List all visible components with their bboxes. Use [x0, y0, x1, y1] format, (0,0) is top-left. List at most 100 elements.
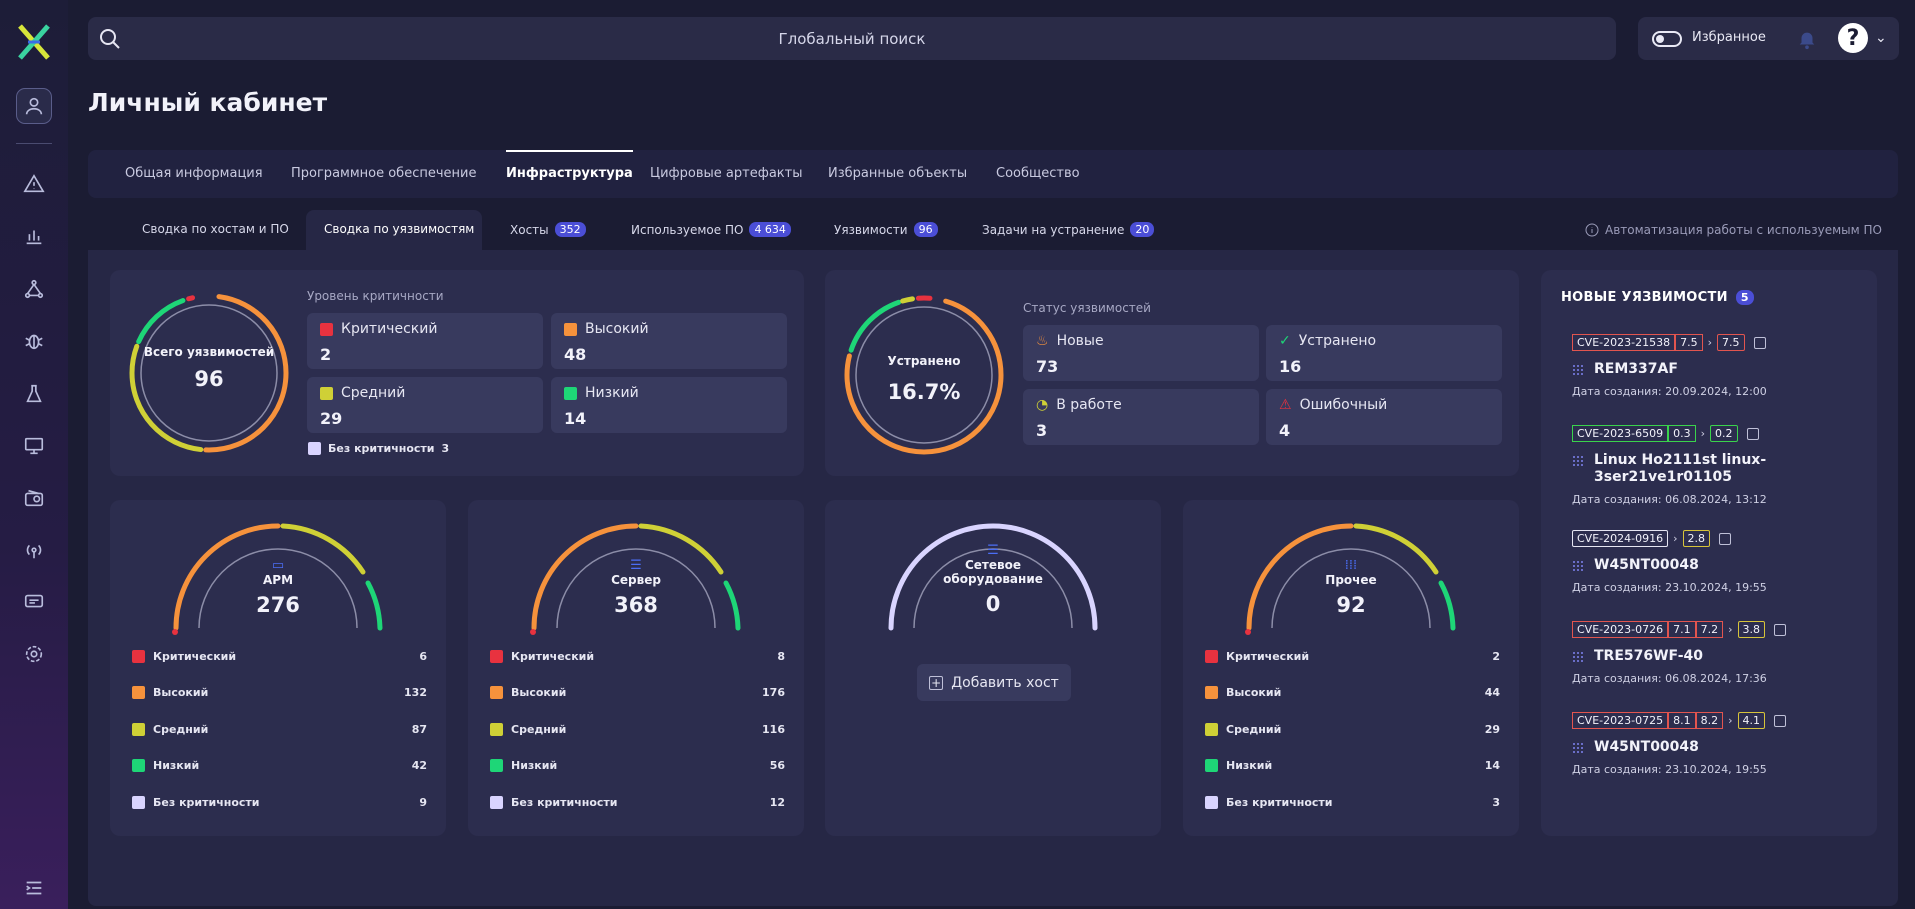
radio-nav-icon[interactable]	[16, 480, 52, 516]
monitor-nav-icon[interactable]	[16, 428, 52, 464]
score-tag: 7.5	[1675, 334, 1703, 351]
box-label: Высокий	[585, 321, 649, 337]
date-prefix: Дата создания:	[1572, 493, 1662, 506]
automation-link[interactable]: Автоматизация работы с используемым ПО	[1585, 223, 1882, 237]
cve-tag[interactable]: CVE-2023-21538	[1572, 334, 1676, 351]
profile-nav-icon[interactable]	[16, 88, 52, 124]
workstations-gauge-center: ▭ АРМ 276	[178, 558, 378, 617]
host-card-other[interactable]: ⁞⁞⁞ Прочее 92 Критический 2 Высокий 44 Сре…	[1183, 500, 1519, 836]
new-vulns-title: НОВЫЕ УЯЗВИМОСТИ 5	[1561, 290, 1754, 305]
status-heading: Статус уязвимостей	[1023, 301, 1151, 315]
subtab-label: Хосты	[510, 222, 549, 237]
host-card-servers[interactable]: ☰ Сервер 368 Критический 8 Высокий 176 Сре…	[468, 500, 804, 836]
copy-icon[interactable]	[1774, 623, 1786, 636]
vuln-host[interactable]: W45NT00048	[1594, 557, 1699, 573]
bug-nav-icon[interactable]	[16, 323, 52, 359]
criticality-box-critical[interactable]: Критический 2	[307, 313, 543, 369]
box-value: 73	[1036, 357, 1059, 376]
box-label: Устранено	[1298, 333, 1377, 349]
favorites-toggle[interactable]	[1652, 31, 1682, 47]
bell-icon[interactable]	[1796, 27, 1818, 51]
tab-digital-artifacts[interactable]: Цифровые артефакты	[650, 166, 803, 181]
tab-community[interactable]: Сообщество	[996, 166, 1080, 181]
count-badge: 20	[1130, 222, 1155, 237]
vuln-item[interactable]: CVE-2023-0725 8.1 8.2 › 4.1 W45NT00048 Дат…	[1572, 712, 1872, 776]
vuln-host[interactable]: W45NT00048	[1594, 739, 1699, 755]
collapse-menu-icon[interactable]	[16, 876, 52, 900]
legend-high: Высокий 132	[132, 683, 427, 703]
chevron-down-icon[interactable]: ⌄	[1875, 30, 1887, 46]
copy-icon[interactable]	[1746, 427, 1759, 440]
subtab-label: Сводка по хостам и ПО	[142, 222, 289, 236]
cve-tag[interactable]: CVE-2024-0916	[1572, 530, 1669, 547]
status-box-in-progress[interactable]: ◔ В работе 3	[1023, 389, 1259, 445]
subtab-vulnerabilities[interactable]: Уязвимости 96	[834, 222, 938, 237]
subtab-used-software[interactable]: Используемое ПО 4 634	[631, 222, 791, 237]
cve-tag[interactable]: CVE-2023-6509	[1572, 425, 1669, 442]
messages-nav-icon[interactable]	[16, 584, 52, 620]
subtab-hosts-summary[interactable]: Сводка по хостам и ПО	[142, 222, 289, 236]
app-logo-icon[interactable]	[14, 22, 54, 62]
score-tag: 0.3	[1668, 425, 1696, 442]
add-host-button[interactable]: + Добавить хост	[917, 664, 1071, 701]
status-box-erroneous[interactable]: ⚠ Ошибочный 4	[1266, 389, 1502, 445]
vuln-host[interactable]: Linux Ho2111st linux-3ser21ve1r01105	[1594, 452, 1767, 485]
subtab-hosts[interactable]: Хосты 352	[510, 222, 586, 237]
tab-infrastructure[interactable]: Инфраструктура	[506, 150, 633, 181]
fire-icon: ♨	[1036, 333, 1049, 349]
criticality-box-low[interactable]: Низкий 14	[551, 377, 787, 433]
subtab-vuln-summary[interactable]: Сводка по уязвимостям	[324, 222, 474, 236]
vuln-date: 23.10.2024, 19:55	[1665, 581, 1767, 594]
progress-icon: ◔	[1036, 397, 1049, 413]
tab-software[interactable]: Программное обеспечение	[291, 166, 477, 181]
cve-tag[interactable]: CVE-2023-0726	[1572, 621, 1669, 638]
host-card-workstations[interactable]: ▭ АРМ 276 Критический 6 Высокий 132 Средни…	[110, 500, 446, 836]
settings-nav-icon[interactable]	[16, 636, 52, 672]
chart-nav-icon[interactable]	[16, 218, 52, 254]
tab-general[interactable]: Общая информация	[125, 166, 263, 181]
automation-link-label: Автоматизация работы с используемым ПО	[1604, 223, 1882, 237]
legend-high: Высокий 176	[490, 683, 785, 703]
vuln-host[interactable]: REM337AF	[1594, 361, 1678, 377]
global-search-input[interactable]: Глобальный поиск	[88, 17, 1616, 60]
criticality-card: Всего уязвимостей 96 Уровень критичности…	[110, 270, 804, 476]
criticality-box-medium[interactable]: Средний 29	[307, 377, 543, 433]
vuln-item[interactable]: CVE-2023-6509 0.3 › 0.2 Linux Ho2111st li…	[1572, 425, 1872, 506]
subtab-label: Используемое ПО	[631, 222, 744, 237]
none-label: Без критичности	[328, 442, 435, 455]
copy-icon[interactable]	[1753, 336, 1766, 349]
status-box-new[interactable]: ♨ Новые 73	[1023, 325, 1259, 381]
grid-dots-icon	[1573, 365, 1583, 375]
new-vulns-panel	[1541, 270, 1877, 836]
card-title: Прочее	[1325, 573, 1377, 587]
copy-icon[interactable]	[1774, 714, 1786, 727]
legend-low: Низкий 14	[1205, 756, 1500, 776]
broadcast-nav-icon[interactable]	[16, 532, 52, 568]
help-icon[interactable]: ?	[1838, 23, 1868, 53]
cve-tag[interactable]: CVE-2023-0725	[1572, 712, 1669, 729]
network-graph-nav-icon[interactable]	[16, 271, 52, 307]
vuln-item[interactable]: CVE-2024-0916 › 2.8 W45NT00048 Дата созд…	[1572, 530, 1872, 594]
box-label: Низкий	[585, 385, 639, 401]
warning-nav-icon[interactable]	[16, 166, 52, 202]
workstations-gauge	[172, 523, 383, 635]
no-criticality-item[interactable]: Без критичности 3	[308, 442, 449, 455]
host-card-network[interactable]: ☰ Сетевое оборудование 0	[825, 500, 1161, 836]
vuln-date: 23.10.2024, 19:55	[1665, 763, 1767, 776]
tab-favorites[interactable]: Избранные объекты	[828, 166, 968, 181]
status-box-resolved[interactable]: ✓ Устранено 16	[1266, 325, 1502, 381]
score-tag: 8.1	[1668, 712, 1696, 729]
new-score-tag: 0.2	[1710, 425, 1738, 442]
topbar-controls: Избранное ? ⌄	[1638, 17, 1899, 60]
lab-nav-icon[interactable]	[16, 376, 52, 412]
vuln-item[interactable]: CVE-2023-21538 7.5 › 7.5 REM337AF Дата со…	[1572, 334, 1872, 398]
low-swatch	[564, 386, 577, 400]
legend-none: Без критичности 3	[1205, 793, 1500, 813]
copy-icon[interactable]	[1719, 532, 1731, 545]
vuln-item[interactable]: CVE-2023-0726 7.1 7.2 › 3.8 TRE576WF-40 Да…	[1572, 621, 1872, 685]
subtab-remediation-tasks[interactable]: Задачи на устранение 20	[982, 222, 1155, 237]
criticality-heading: Уровень критичности	[307, 289, 444, 303]
criticality-box-high[interactable]: Высокий 48	[551, 313, 787, 369]
vuln-host[interactable]: TRE576WF-40	[1594, 648, 1703, 664]
vuln-date: 06.08.2024, 17:36	[1665, 672, 1767, 685]
